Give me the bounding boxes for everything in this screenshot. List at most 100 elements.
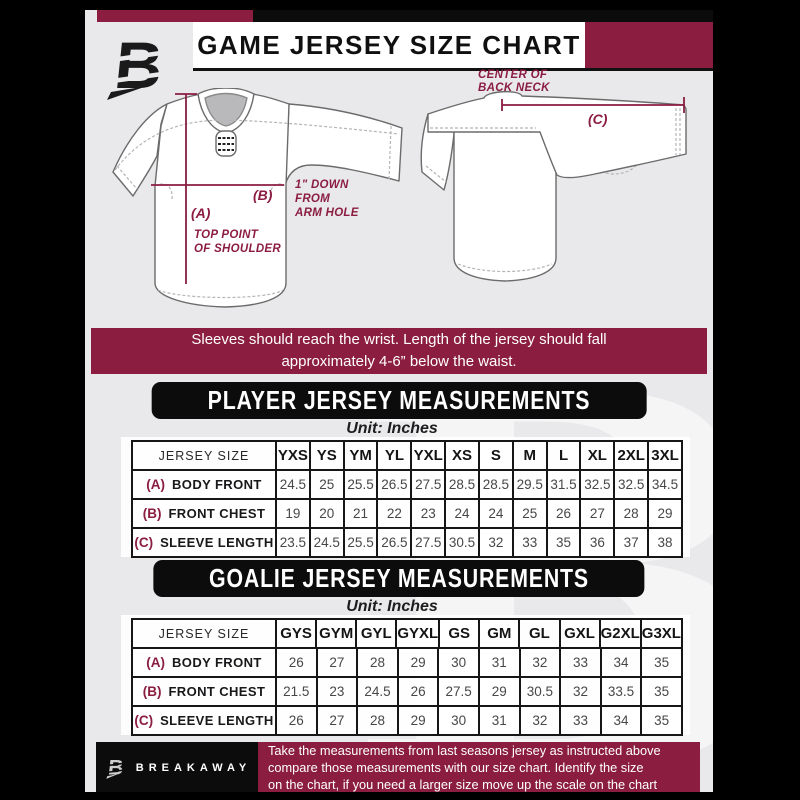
size-header-cell: GYL: [355, 620, 396, 647]
value-cell: 27.5: [410, 529, 445, 556]
table-row: (C) SLEEVE LENGTH 23.5 24.5 25.5 26.5 27.5 30.5…: [133, 527, 681, 556]
value-cell: 35: [545, 529, 580, 556]
measure-label: FRONT CHEST: [168, 684, 266, 699]
label-B-note-3: ARM HOLE: [294, 207, 359, 219]
size-header-cell: YM: [342, 442, 377, 469]
value-cell: 30: [437, 707, 478, 734]
value-cell: 32: [518, 649, 560, 676]
value-cell: 31.5: [545, 471, 580, 498]
value-cell: 27: [579, 500, 614, 527]
value-cell: 22: [376, 500, 411, 527]
footer-line-3: on the chart, if you need a larger size …: [268, 777, 658, 792]
value-cell: 23: [315, 678, 357, 705]
value-cell: 33.5: [599, 678, 641, 705]
title-accent-block: [585, 22, 713, 68]
measure-label: BODY FRONT: [172, 655, 262, 670]
value-cell: 35: [640, 649, 681, 676]
value-cell: 24.5: [356, 678, 397, 705]
goalie-section-title: GOALIE JERSEY MEASUREMENTS: [153, 560, 645, 597]
size-header-cell: YXS: [275, 442, 309, 469]
value-cell: 28: [356, 649, 397, 676]
value-cell: 24: [444, 500, 478, 527]
value-cell: 23: [410, 500, 445, 527]
size-header-cell: GYS: [275, 620, 316, 647]
footer-line-1: Take the measurements from last seasons …: [268, 742, 661, 758]
value-cell: 27.5: [437, 678, 478, 705]
size-header-cell: S: [477, 442, 512, 469]
value-cell: 36: [579, 529, 614, 556]
value-cell: 31: [477, 649, 519, 676]
value-cell: 26: [275, 707, 316, 734]
measure-label: BODY FRONT: [172, 477, 262, 492]
front-left-sleeve: [112, 103, 168, 197]
value-cell: 30.5: [444, 529, 478, 556]
label-A-note-1: TOP POINT: [194, 229, 259, 241]
jersey-size-header-cell: JERSEY SIZE: [133, 442, 275, 469]
goalie-table-panel: JERSEY SIZE GYS GYM GYL GYXL GS GM GL GXL G2XL G3X…: [121, 615, 690, 736]
value-cell: 32.5: [579, 471, 614, 498]
value-cell: 34.5: [647, 471, 681, 498]
size-header-cell: 2XL: [613, 442, 648, 469]
row-label-cell: (A) BODY FRONT: [133, 471, 275, 498]
value-cell: 29: [477, 678, 519, 705]
value-cell: 25.5: [342, 471, 377, 498]
player-unit-label: Unit: Inches: [346, 420, 438, 437]
value-cell: 24.5: [275, 471, 309, 498]
breakaway-logo-icon: B: [101, 29, 177, 100]
value-cell: 21.5: [275, 678, 316, 705]
value-cell: 29: [396, 707, 438, 734]
footer-brand-name: BREAKAWAY: [135, 761, 252, 774]
size-header-cell: GXL: [558, 620, 599, 647]
table-row: (A) BODY FRONT 26 27 28 29 30 31 32 33 34 35: [133, 647, 681, 676]
size-header-cell: M: [511, 442, 546, 469]
value-cell: 21: [342, 500, 377, 527]
table-row: (B) FRONT CHEST 21.5 23 24.5 26 27.5 29 30.5 32 33…: [133, 676, 681, 705]
size-header-cell: G3XL: [639, 620, 681, 647]
value-cell: 38: [647, 529, 681, 556]
title-band: GAME JERSEY SIZE CHART: [193, 22, 713, 71]
label-A: (A): [191, 205, 211, 221]
value-cell: 31: [477, 707, 519, 734]
table-row: (A) BODY FRONT 24.5 25 25.5 26.5 27.5 28.5 28.5 2…: [133, 469, 681, 498]
fit-notice-banner: Sleeves should reach the wrist. Length o…: [91, 328, 707, 374]
top-accent-bar-maroon: [97, 10, 253, 22]
front-right-sleeve: [284, 103, 403, 186]
value-cell: 26: [275, 649, 316, 676]
back-hem-stitch: [457, 263, 553, 273]
label-A-note-2: OF SHOULDER: [194, 243, 281, 255]
measure-label: SLEEVE LENGTH: [160, 713, 274, 728]
measure-key: (A): [146, 655, 166, 670]
size-header-cell: YXL: [410, 442, 445, 469]
measure-key: (A): [146, 477, 166, 492]
label-B-note-2: FROM: [295, 193, 330, 205]
value-cell: 28: [613, 500, 648, 527]
fit-notice-line-2: approximately 4-6” below the waist.: [281, 353, 517, 370]
svg-text:B: B: [107, 756, 125, 779]
value-cell: 33: [559, 649, 600, 676]
value-cell: 27: [315, 649, 357, 676]
table-header-row: JERSEY SIZE GYS GYM GYL GYXL GS GM GL GXL G2XL G3X…: [133, 620, 681, 647]
label-C-note-2: BACK NECK: [478, 82, 550, 94]
label-C-note-1: CENTER OF: [478, 69, 548, 81]
row-label-cell: (C) SLEEVE LENGTH: [133, 529, 275, 556]
fit-notice-line-1: Sleeves should reach the wrist. Length o…: [191, 330, 607, 348]
value-cell: 37: [613, 529, 648, 556]
value-cell: 32.5: [613, 471, 648, 498]
size-header-cell: GYXL: [395, 620, 439, 647]
value-cell: 29: [647, 500, 681, 527]
size-header-cell: YL: [376, 442, 411, 469]
measure-label: SLEEVE LENGTH: [160, 535, 274, 550]
value-cell: 23.5: [275, 529, 309, 556]
front-yoke-seam: [114, 119, 400, 171]
page-title: GAME JERSEY SIZE CHART: [197, 29, 581, 60]
label-B: (B): [253, 187, 273, 203]
size-header-cell: YS: [308, 442, 343, 469]
value-cell: 30: [437, 649, 478, 676]
measure-label: FRONT CHEST: [168, 506, 266, 521]
back-jersey-diagram: CENTER OF BACK NECK (C): [420, 69, 687, 282]
value-cell: 26.5: [376, 471, 411, 498]
breakaway-footer-logo-icon: B: [104, 756, 127, 779]
value-cell: 32: [518, 707, 560, 734]
value-cell: 30.5: [518, 678, 560, 705]
